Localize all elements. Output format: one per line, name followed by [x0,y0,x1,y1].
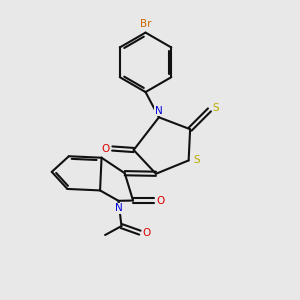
Text: O: O [157,196,165,206]
Text: Br: Br [140,19,152,29]
Text: N: N [115,203,122,213]
Text: O: O [142,228,151,238]
Text: S: S [194,155,200,165]
Text: S: S [213,103,219,113]
Text: O: O [102,143,110,154]
Text: N: N [155,106,163,116]
